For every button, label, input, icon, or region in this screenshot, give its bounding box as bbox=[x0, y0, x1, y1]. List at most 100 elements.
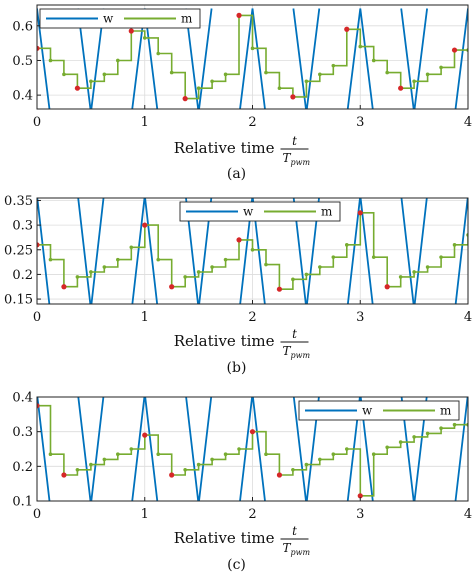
x-axis-label: Relative time bbox=[174, 529, 275, 547]
series-m-point bbox=[223, 257, 228, 262]
carrier-w-segment bbox=[131, 198, 159, 304]
legend-label-w: w bbox=[243, 205, 254, 219]
series-m-point bbox=[116, 257, 120, 262]
series-m-point bbox=[75, 468, 80, 472]
series-m-point bbox=[371, 255, 376, 259]
plot-area bbox=[37, 397, 468, 501]
series-m-point bbox=[331, 63, 336, 68]
panel-caption: (a) bbox=[227, 166, 246, 182]
sample-point bbox=[182, 96, 188, 102]
carrier-w-segment bbox=[454, 198, 468, 304]
series-m-point bbox=[89, 462, 93, 467]
series-m-point bbox=[196, 86, 201, 90]
series-m-point bbox=[304, 272, 309, 277]
legend-label-m: m bbox=[440, 404, 452, 418]
carrier-w-segment bbox=[131, 8, 159, 109]
x-tick-label: 2 bbox=[248, 310, 256, 325]
series-m-point bbox=[102, 265, 107, 269]
series-m-point bbox=[304, 462, 309, 467]
x-tick-label: 4 bbox=[464, 115, 472, 130]
y-tick-label: 0.25 bbox=[4, 243, 33, 258]
series-m-point bbox=[264, 70, 268, 75]
y-tick-label: 0.5 bbox=[12, 54, 33, 69]
series-m-point bbox=[116, 58, 120, 63]
series-m-point bbox=[358, 44, 363, 49]
sample-point bbox=[61, 472, 67, 478]
carrier-w-segment bbox=[131, 397, 159, 501]
series-m-point bbox=[250, 247, 255, 252]
legend-label-m: m bbox=[181, 12, 193, 26]
series-m-point bbox=[385, 70, 389, 75]
series-m-point bbox=[439, 426, 443, 431]
series-m-point bbox=[223, 452, 228, 457]
carrier-w-segment bbox=[184, 8, 213, 109]
series-m-point bbox=[371, 452, 376, 457]
series-m-point bbox=[371, 58, 376, 63]
panel-caption: (c) bbox=[227, 557, 246, 573]
series-m-point bbox=[412, 435, 416, 439]
carrier-w-segment bbox=[239, 8, 266, 109]
x-axis-fraction-denominator: T bbox=[283, 541, 292, 555]
series-m-point bbox=[277, 86, 282, 90]
series-m-point bbox=[142, 36, 147, 40]
carrier-w-segment bbox=[346, 8, 374, 109]
carrier-w-segment bbox=[454, 397, 468, 501]
series-m-point bbox=[210, 79, 214, 84]
series-m-point bbox=[102, 457, 107, 462]
sample-point bbox=[451, 47, 458, 53]
series-m-point bbox=[291, 277, 295, 282]
series-m-point bbox=[237, 447, 241, 451]
series-m-point bbox=[156, 51, 161, 56]
carrier-w-segment bbox=[292, 397, 320, 501]
sample-point bbox=[398, 85, 404, 91]
series-m-point bbox=[210, 265, 214, 269]
sample-point bbox=[128, 28, 134, 34]
series-m-point bbox=[48, 58, 53, 63]
carrier-w-segment bbox=[400, 198, 428, 304]
series-m-point bbox=[439, 65, 443, 70]
series-m-point bbox=[331, 255, 336, 259]
carrier-w-segment bbox=[185, 397, 213, 501]
y-tick-label: 0.2 bbox=[12, 268, 33, 283]
series-m-point bbox=[452, 422, 457, 427]
x-tick-label: 3 bbox=[356, 310, 364, 325]
y-tick-label: 0.3 bbox=[12, 219, 33, 234]
x-axis-label: Relative time bbox=[174, 332, 275, 350]
sample-point bbox=[61, 284, 67, 290]
carrier-w-segment bbox=[454, 8, 468, 109]
carrier-w-segment bbox=[185, 198, 213, 304]
series-m-point bbox=[344, 243, 349, 247]
series-m-point bbox=[264, 452, 268, 457]
sample-point bbox=[236, 12, 242, 18]
sample-point bbox=[236, 237, 242, 243]
carrier-w-segment bbox=[37, 198, 51, 304]
legend-label-w: w bbox=[362, 404, 373, 418]
series-m-point bbox=[425, 72, 430, 77]
series-m-point bbox=[344, 447, 349, 451]
series-m-point bbox=[425, 431, 430, 436]
series-m-point bbox=[318, 72, 322, 77]
carrier-w-segment bbox=[346, 397, 374, 501]
carrier-w-segment bbox=[37, 397, 51, 501]
series-m-line bbox=[37, 14, 468, 100]
x-tick-label: 3 bbox=[356, 115, 364, 130]
x-tick-label: 4 bbox=[464, 507, 472, 522]
series-m-point bbox=[89, 79, 93, 84]
series-m-point bbox=[210, 457, 214, 462]
carrier-w-segment bbox=[346, 198, 374, 304]
sample-point bbox=[357, 210, 363, 216]
carrier-w-segment bbox=[77, 8, 105, 109]
sample-point bbox=[142, 432, 148, 438]
series-m-point bbox=[398, 440, 403, 444]
series-m-point bbox=[129, 447, 134, 451]
sample-point bbox=[249, 429, 256, 435]
carrier-w-segment bbox=[77, 198, 105, 304]
series-m-point bbox=[196, 270, 201, 274]
plot-area bbox=[37, 198, 468, 304]
x-axis-fraction-numerator: t bbox=[292, 134, 297, 148]
carrier-w-segment bbox=[292, 8, 321, 109]
y-tick-label: 0.4 bbox=[12, 391, 33, 406]
